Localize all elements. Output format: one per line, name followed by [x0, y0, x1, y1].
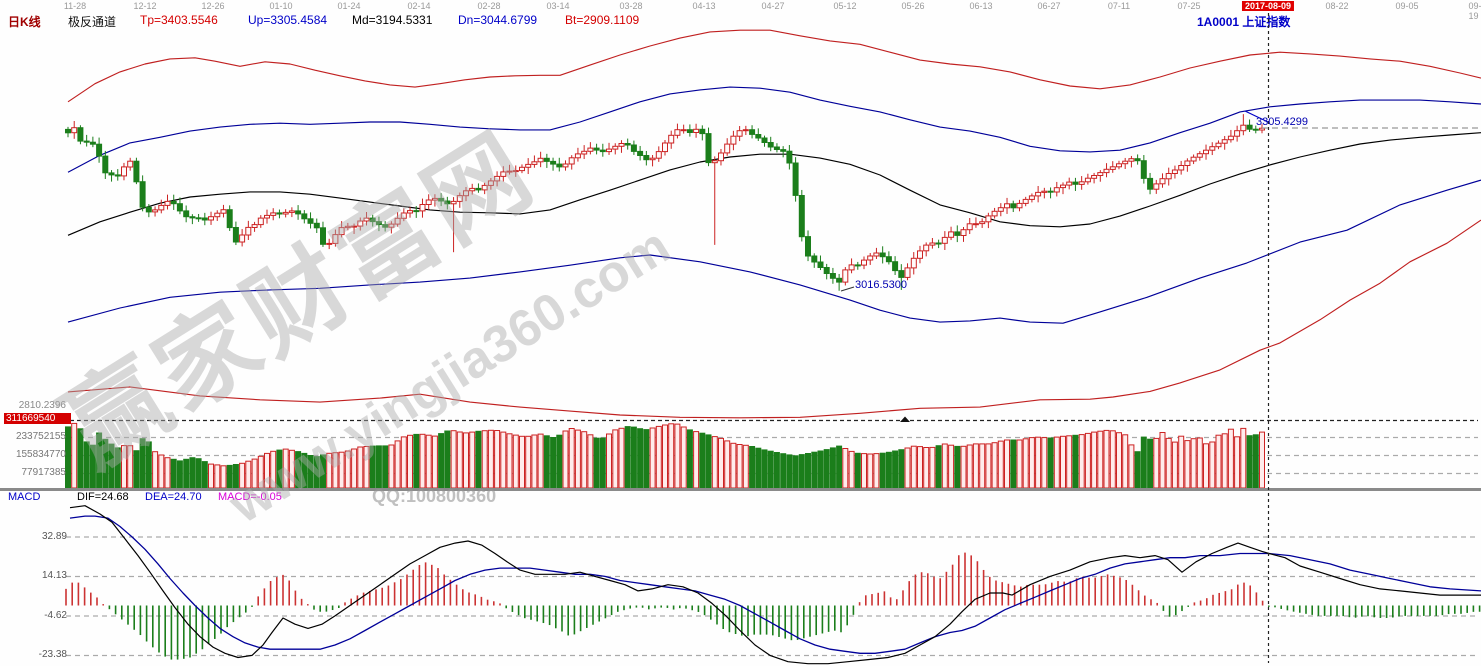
date-tick: 05-26	[901, 1, 925, 11]
indicator-param: Md=3194.5331	[352, 13, 433, 27]
date-tick: 02-14	[407, 1, 431, 11]
macd-readout-label: DEA=24.70	[145, 491, 202, 503]
date-tick: 08-22	[1325, 1, 1349, 11]
instrument-label: 1A0001 上证指数	[1197, 15, 1291, 29]
price-scale-bottom-label: 2810.2396	[18, 400, 66, 411]
indicator-param: Dn=3044.6799	[458, 13, 538, 27]
date-tick: 06-27	[1037, 1, 1061, 11]
volume-scale-label: 155834770	[15, 449, 66, 460]
date-tick: 07-11	[1107, 1, 1131, 11]
date-tick: 12-26	[201, 1, 225, 11]
date-tick: 07-25	[1177, 1, 1201, 11]
date-tick: 02-28	[477, 1, 501, 11]
date-tick: 09-05	[1395, 1, 1419, 11]
date-tick: 01-24	[337, 1, 361, 11]
date-tick: 05-12	[833, 1, 857, 11]
kline-period-label: 日K线	[8, 15, 41, 29]
volume-scale-label: 311669540	[4, 413, 71, 424]
date-tick: 04-27	[761, 1, 785, 11]
macd-scale-label: 32.89	[41, 531, 67, 542]
indicator-param: Tp=3403.5546	[140, 13, 218, 27]
macd-readout-label: MACD=-0.05	[218, 491, 282, 503]
macd-readout-row: MACD DIF=24.68 DEA=24.70 MACD=-0.05	[0, 491, 600, 505]
volume-scale-label: 77917385	[21, 467, 67, 478]
date-tick: 01-10	[269, 1, 293, 11]
macd-scale-label: -4.62	[44, 610, 67, 621]
last-price-annotation: 3305.4299	[1256, 116, 1308, 128]
volume-scale-label: 233752155	[15, 431, 66, 442]
macd-scale-label: 14.13	[41, 570, 67, 581]
date-tick: 11-28	[63, 1, 87, 11]
macd-scale-label: -23.38	[38, 649, 67, 660]
marked-low-annotation: 3016.5300	[855, 279, 907, 291]
date-tick: 12-12	[133, 1, 157, 11]
date-tick: 06-13	[969, 1, 993, 11]
date-tick: 04-13	[692, 1, 716, 11]
date-tick: 09-19	[1468, 1, 1481, 21]
date-tick-current: 2017-08-09	[1241, 1, 1295, 11]
macd-readout-label: DIF=24.68	[77, 491, 129, 503]
date-tick: 03-14	[546, 1, 570, 11]
title-bar: 日K线 极反通道 Tp=3403.5546 Up=3305.4584 Md=3194…	[0, 13, 1481, 29]
date-tick: 03-28	[619, 1, 643, 11]
macd-readout-label: MACD	[8, 491, 41, 503]
indicator-param: Up=3305.4584	[248, 13, 328, 27]
indicator-name-label: 极反通道	[68, 15, 117, 29]
indicator-param: Bt=2909.1109	[565, 13, 640, 27]
